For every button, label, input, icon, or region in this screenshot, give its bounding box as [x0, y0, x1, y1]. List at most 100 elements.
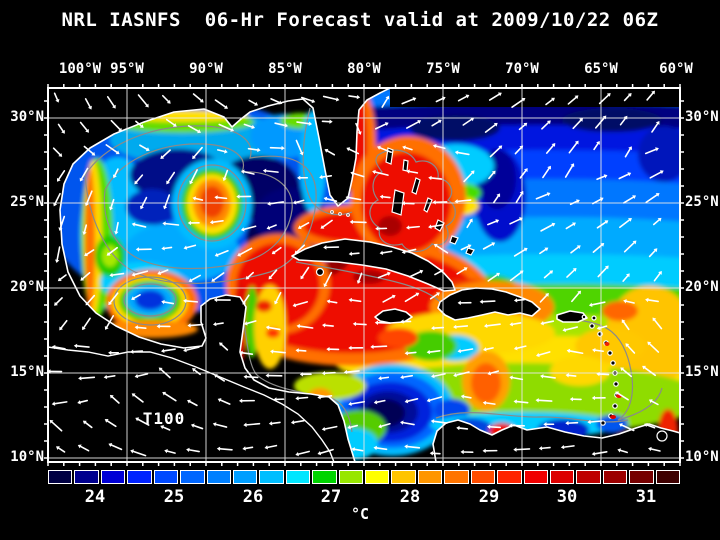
island-antilles-9: [612, 403, 618, 409]
current-arrow: [165, 118, 177, 127]
island-keys-2: [338, 212, 342, 216]
current-arrow: [483, 347, 494, 352]
current-arrow: [408, 269, 424, 278]
current-arrow: [596, 220, 609, 229]
current-arrow: [268, 421, 281, 426]
land-cuba: [291, 238, 456, 292]
current-arrow: [619, 115, 628, 126]
current-arrow: [103, 374, 116, 380]
current-arrow: [84, 190, 93, 207]
current-arrow: [161, 348, 176, 354]
current-arrow: [429, 451, 441, 456]
current-arrow: [248, 99, 259, 106]
current-arrow: [192, 93, 204, 103]
current-arrow: [487, 424, 501, 429]
current-arrow: [509, 270, 524, 282]
current-arrow: [209, 219, 224, 225]
current-arrow: [295, 450, 310, 457]
island-inagua: [449, 235, 459, 245]
current-arrow: [317, 395, 333, 400]
current-arrow: [401, 97, 417, 105]
current-arrow: [456, 267, 468, 275]
colorbar-swatch: [180, 470, 205, 484]
current-arrow: [454, 199, 472, 204]
current-arrow: [377, 145, 392, 153]
lon-label: 80°W: [347, 61, 381, 77]
current-arrow: [538, 446, 551, 451]
current-arrow: [646, 90, 655, 101]
current-arrow: [216, 446, 233, 451]
current-arrow: [406, 119, 422, 129]
current-arrow: [214, 249, 229, 257]
current-arrow: [162, 221, 180, 226]
current-arrow: [295, 396, 309, 401]
lat-label-right: 20°N: [685, 279, 719, 295]
current-arrow: [326, 299, 338, 304]
current-arrow: [242, 294, 250, 305]
current-arrow: [457, 348, 474, 354]
current-arrow: [454, 150, 470, 156]
current-arrow: [618, 172, 632, 180]
current-arrow: [271, 246, 282, 255]
current-arrow: [596, 325, 608, 331]
colorbar-swatch: [444, 470, 469, 484]
field-carib-red-spot: [378, 328, 418, 348]
lon-label: 90°W: [189, 61, 223, 77]
current-arrow: [161, 246, 173, 251]
lat-label-right: 10°N: [685, 449, 719, 465]
current-arrow: [379, 194, 391, 200]
current-arrow: [426, 396, 443, 403]
current-arrow: [52, 147, 63, 157]
current-arrow: [83, 145, 96, 156]
current-arrow: [402, 145, 413, 151]
current-arrow: [218, 123, 235, 132]
current-arrow: [55, 246, 61, 264]
current-arrow: [274, 122, 288, 128]
current-arrow: [323, 271, 333, 288]
current-arrow: [479, 299, 496, 304]
current-arrow: [243, 422, 261, 428]
current-arrow: [566, 267, 577, 278]
current-arrow: [79, 167, 89, 182]
colorbar-tick-label: 26: [242, 487, 264, 507]
current-arrow: [513, 247, 528, 257]
current-arrow: [262, 168, 279, 174]
current-arrow: [482, 242, 496, 250]
bathy-yucatan-shelf: [237, 299, 353, 433]
island-eleuthera: [402, 159, 409, 172]
current-arrow: [435, 96, 446, 103]
field-atl-navy-patch3: [638, 126, 680, 182]
overlay-antilles-red2: [610, 415, 616, 419]
current-arrow: [321, 370, 336, 376]
current-arrow: [648, 446, 661, 452]
current-arrow: [317, 448, 334, 456]
island-antilles-5: [610, 360, 616, 366]
current-arrow: [432, 200, 448, 205]
current-arrow: [292, 301, 308, 308]
bathy-antilles-arc: [559, 317, 663, 421]
land-puerto-rico: [556, 310, 588, 323]
current-arrow: [295, 139, 304, 156]
field-atl-navy-patch1: [410, 115, 500, 141]
current-arrow: [265, 373, 283, 378]
current-arrow: [400, 374, 414, 380]
current-arrow: [453, 371, 470, 378]
current-arrow: [487, 272, 500, 282]
current-arrow: [406, 225, 420, 230]
field-atl-navy-patch2: [562, 108, 662, 132]
current-arrow: [592, 242, 605, 253]
current-arrow: [513, 298, 525, 303]
colorbar-tick-label: 25: [163, 487, 185, 507]
current-arrow: [592, 197, 604, 205]
current-arrow: [80, 271, 91, 281]
lat-label-right: 25°N: [685, 194, 719, 210]
lon-label: 65°W: [584, 61, 618, 77]
current-arrow: [377, 271, 391, 279]
current-arrow: [645, 193, 660, 204]
current-arrow: [79, 121, 89, 133]
current-arrow: [214, 99, 228, 109]
current-arrow: [623, 240, 637, 253]
current-arrow: [189, 169, 198, 185]
current-arrow: [562, 326, 579, 333]
